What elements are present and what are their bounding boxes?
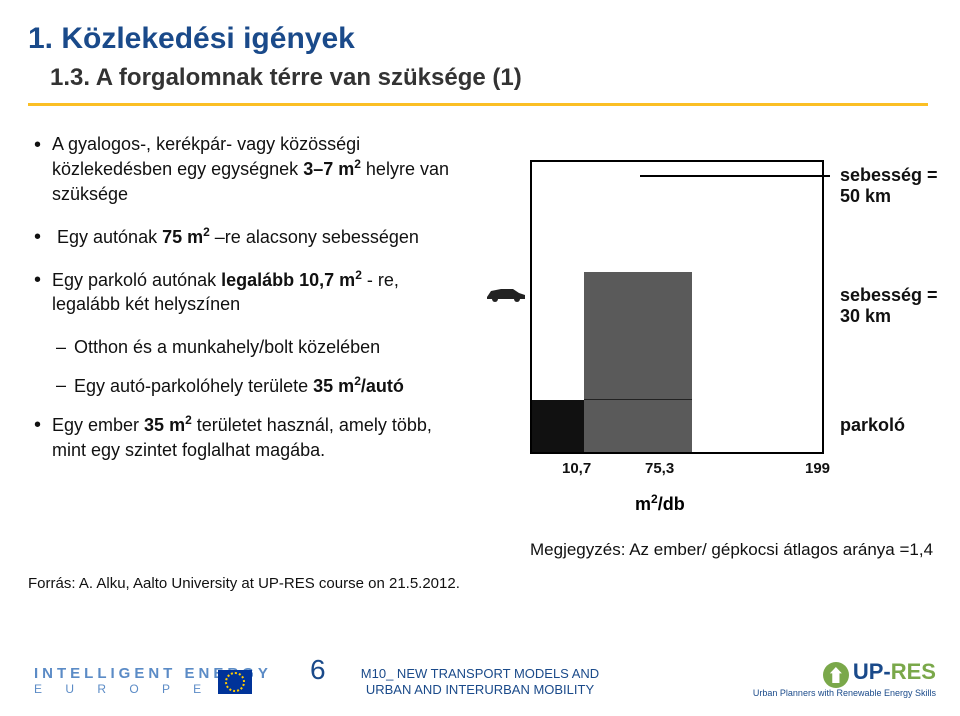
chart-label-speed50: sebesség = 50 km [840,165,940,207]
chart: sebesség = 50 km sebesség = 30 km parkol… [480,150,940,510]
xtick: 75,3 [645,460,674,477]
slide: 1. Közlekedési igények 1.3. A forgalomna… [0,0,960,716]
chart-line-speed50 [640,175,830,177]
upres-icon [823,662,849,688]
chart-note: Megjegyzés: Az ember/ gépkocsi átlagos a… [530,540,940,560]
chart-label-speed30: sebesség = 30 km [840,285,940,327]
bullet-sub-item: Egy autó-parkolóhely területe 35 m2/autó [34,373,464,398]
car-icon [485,285,527,303]
bullet-item: A gyalogos-, kerékpár- vagy közösségi kö… [34,132,464,206]
chart-unit-label: m2/db [635,492,685,515]
footer-title: M10_ NEW TRANSPORT MODELS AND URBAN AND … [350,666,610,699]
divider-rule [28,103,928,106]
eu-flag-icon [218,670,252,694]
chart-bar-divider [584,399,692,400]
bullet-list: A gyalogos-, kerékpár- vagy közösségi kö… [34,132,464,480]
xtick: 10,7 [562,460,591,477]
chart-bar-parkolo [532,400,584,452]
chart-label-parkolo: parkoló [840,415,905,436]
chart-bar-speed30 [584,272,692,452]
upres-logo: UP-RES Urban Planners with Renewable Ene… [753,659,936,698]
bullet-item: Egy autónak 75 m2 –re alacsony sebessége… [34,224,464,249]
page-number: 6 [310,654,326,686]
page-title: 1. Közlekedési igények [28,22,355,56]
source-citation: Forrás: A. Alku, Aalto University at UP-… [28,575,460,592]
chart-frame [530,160,824,454]
footer: INTELLIGENT ENERGY E U R O P E 6 M10_ NE… [0,628,960,716]
upres-tagline: Urban Planners with Renewable Energy Ski… [753,688,936,698]
bullet-sub-item: Otthon és a munkahely/bolt közelében [34,335,464,359]
bullet-item: Egy parkoló autónak legalább 10,7 m2 - r… [34,267,464,317]
page-subtitle: 1.3. A forgalomnak térre van szüksége (1… [50,64,522,92]
bullet-item: Egy ember 35 m2 területet használ, amely… [34,412,464,462]
xtick: 199 [805,460,830,477]
